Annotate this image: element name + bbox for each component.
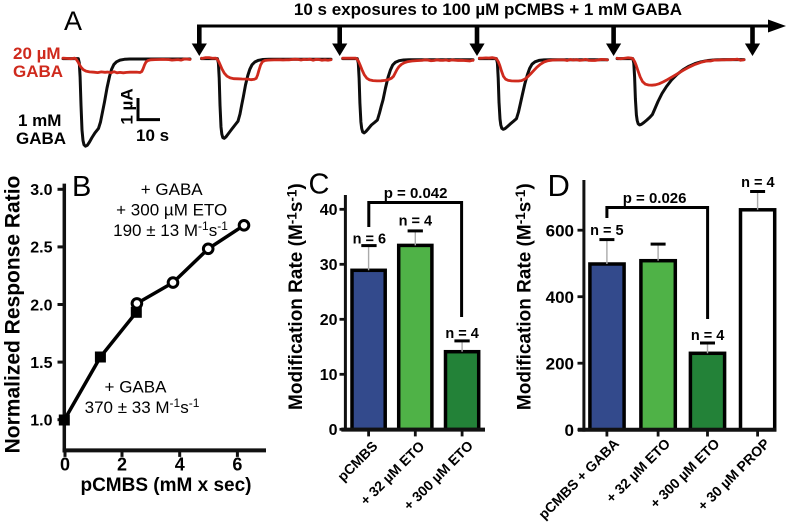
svg-text:Modification Rate (M-1s-1): Modification Rate (M-1s-1) [513,183,536,410]
svg-text:20 µM: 20 µM [13,44,61,63]
svg-text:+ 300 µM ETO: + 300 µM ETO [116,201,227,220]
svg-text:Modification Rate (M-1s-1): Modification Rate (M-1s-1) [284,183,307,410]
svg-text:2.5: 2.5 [30,240,52,257]
svg-text:1.0: 1.0 [30,413,52,430]
svg-text:3.0: 3.0 [30,182,52,199]
svg-text:pCMBS (mM x sec): pCMBS (mM x sec) [80,475,251,496]
svg-text:10 s exposures to 100 µM pCMBS: 10 s exposures to 100 µM pCMBS + 1 mM GA… [294,0,682,19]
svg-text:A: A [64,6,82,36]
svg-text:n = 4: n = 4 [445,326,478,342]
svg-text:600: 600 [546,221,574,240]
svg-text:n = 5: n = 5 [590,223,623,239]
svg-text:+ GABA: + GABA [105,378,168,397]
svg-text:GABA: GABA [13,62,63,81]
svg-text:40: 40 [320,202,338,219]
svg-text:10: 10 [320,367,338,384]
svg-text:190 ± 13 M-1s-1: 190 ± 13 M-1s-1 [113,219,228,240]
svg-text:370 ± 33 M-1s-1: 370 ± 33 M-1s-1 [85,396,200,417]
svg-text:2.0: 2.0 [30,297,52,314]
svg-text:10 s: 10 s [136,126,169,145]
svg-text:0: 0 [60,455,70,475]
svg-text:n = 4: n = 4 [691,328,724,344]
svg-text:Normalized Response Ratio: Normalized Response Ratio [2,176,25,454]
svg-text:1.5: 1.5 [30,355,52,372]
svg-text:1 µA: 1 µA [118,88,137,124]
svg-text:0: 0 [565,421,574,440]
svg-text:6: 6 [232,455,242,475]
svg-text:0: 0 [329,422,338,439]
svg-text:C: C [309,169,330,201]
svg-text:4: 4 [175,455,185,475]
svg-text:n = 4: n = 4 [399,214,432,230]
svg-text:GABA: GABA [16,129,66,148]
svg-text:B: B [72,171,91,203]
svg-text:p = 0.026: p = 0.026 [623,190,687,207]
svg-text:p = 0.042: p = 0.042 [384,185,448,202]
svg-text:200: 200 [546,354,574,373]
svg-text:n = 6: n = 6 [353,232,386,248]
svg-text:2: 2 [117,455,127,475]
svg-text:1 mM: 1 mM [18,111,61,130]
svg-text:D: D [548,168,570,203]
svg-text:20: 20 [320,312,338,329]
svg-text:30: 30 [320,257,338,274]
svg-text:+ GABA: + GABA [141,180,204,199]
svg-text:n = 4: n = 4 [741,175,774,191]
svg-text:400: 400 [546,288,574,307]
